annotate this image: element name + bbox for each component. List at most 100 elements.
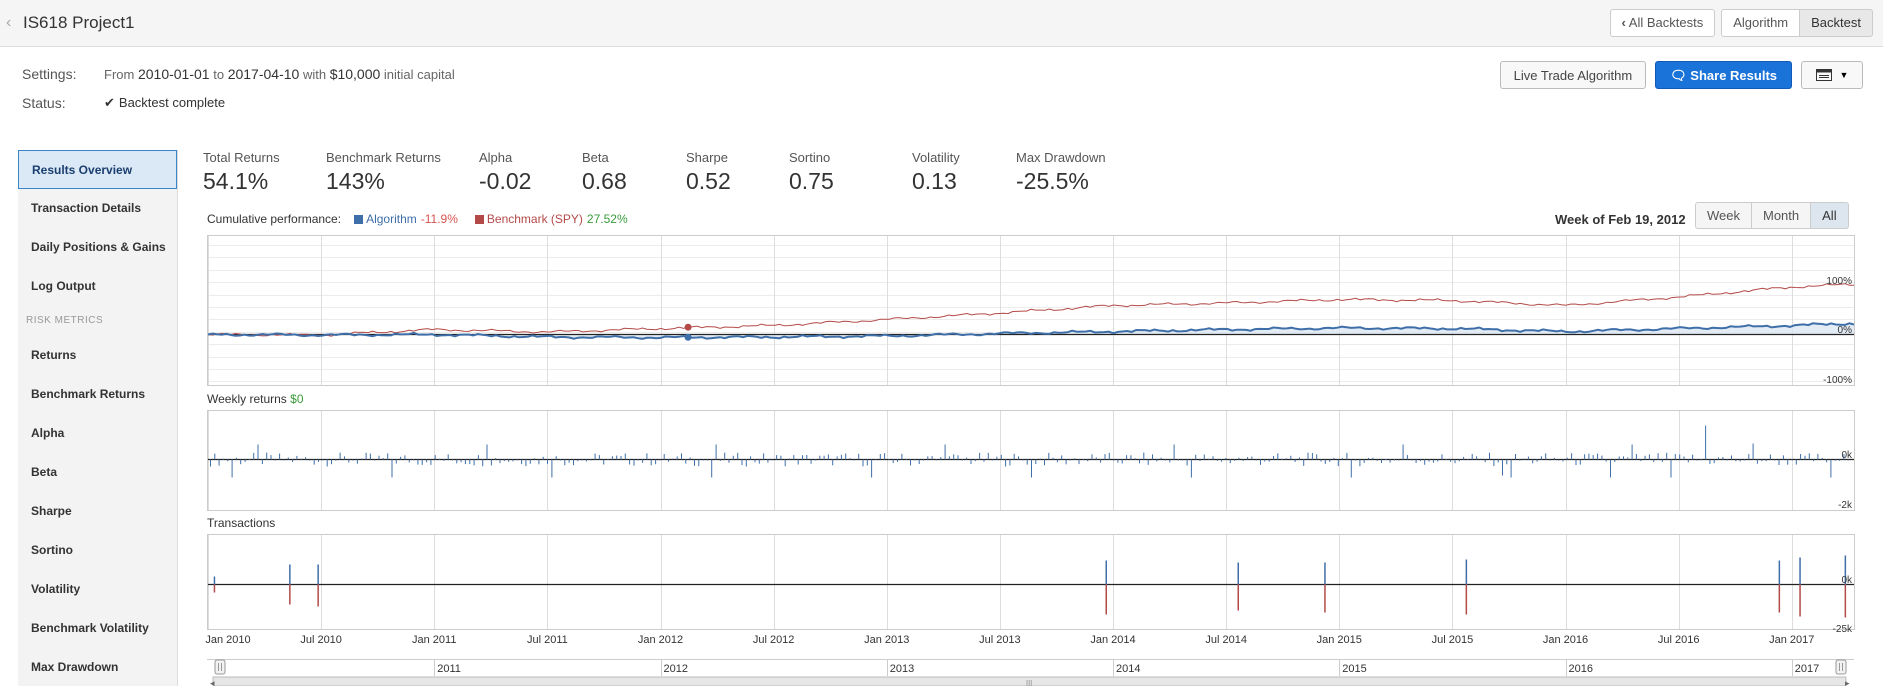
sidebar-item-alpha[interactable]: Alpha [31, 426, 65, 440]
weekly-return-bar [983, 459, 985, 462]
sidebar-item-benchmark-volatility[interactable]: Benchmark Volatility [31, 621, 149, 635]
weekly-return-bar [482, 459, 484, 467]
weekly-return-bar [1022, 459, 1024, 461]
cumulative-vertical-gridlines [208, 236, 1793, 385]
weekly-return-bar [231, 459, 233, 478]
weekly-return-bar [1843, 454, 1845, 460]
sell-transaction-bar [1778, 584, 1781, 613]
weekly-return-bar [1363, 459, 1365, 463]
weekly-return-bar [1653, 459, 1655, 463]
capital: $10,000 [329, 66, 381, 82]
weekly-return-bar [1627, 457, 1629, 460]
weekly-return-bar [1320, 459, 1322, 462]
weekly-return-bar [1139, 459, 1140, 464]
weekly-return-bar [1614, 459, 1616, 462]
back-chevron-icon[interactable]: ‹ [6, 14, 12, 31]
sidebar-item-sharpe[interactable]: Sharpe [31, 504, 72, 518]
weekly-return-bar [1713, 459, 1715, 464]
weekly-return-bar [1424, 459, 1426, 465]
x-tick-label: Jul 2016 [1658, 634, 1700, 646]
sidebar-item-returns[interactable]: Returns [31, 348, 77, 362]
weekly-return-bar [1251, 456, 1253, 460]
weekly-return-bar [1519, 459, 1521, 461]
x-tick-label: Jan 2013 [864, 634, 909, 646]
weekly-return-bar [1471, 453, 1473, 460]
time-navigator[interactable]: 2011 2012 2013 2014 2015 2016 2017 ◂ ||| ▸ [207, 659, 1854, 687]
sidebar-item-results-overview[interactable]: Results Overview [18, 150, 177, 189]
weekly-return-bar [996, 456, 998, 460]
x-tick-label: Jan 2016 [1543, 634, 1588, 646]
weekly-return-bar [1540, 456, 1542, 460]
weekly-return-bar [987, 452, 989, 460]
weekly-return-bar [529, 459, 531, 464]
sidebar-item-beta[interactable]: Beta [31, 465, 58, 479]
weekly-return-bar [1782, 455, 1784, 460]
x-tick-label: Jan 2017 [1769, 634, 1814, 646]
layout-menu-button[interactable]: ▼ [1801, 61, 1863, 89]
weekly-return-bar [940, 457, 942, 460]
range-month-button[interactable]: Month [1752, 202, 1812, 229]
range-week-button[interactable]: Week [1695, 202, 1752, 229]
benchmark-legend-label[interactable]: Benchmark (SPY) [486, 212, 583, 226]
weekly-return-bar [1800, 454, 1802, 460]
range-all-button[interactable]: All [1811, 202, 1849, 229]
sidebar-item-log-output[interactable]: Log Output [31, 279, 96, 293]
sidebar-item-transaction-details[interactable]: Transaction Details [31, 201, 142, 215]
weekly-return-bar [426, 459, 428, 463]
navigator-left-handle[interactable] [214, 659, 226, 675]
weekly-return-bar [1597, 453, 1599, 460]
sidebar-item-volatility[interactable]: Volatility [31, 582, 81, 596]
weekly-return-bar [555, 456, 557, 460]
weekly-return-bar [1061, 455, 1063, 460]
range-button-group: Week Month All [1695, 202, 1849, 229]
sidebar-item-benchmark-returns[interactable]: Benchmark Returns [31, 387, 146, 401]
weekly-return-bar [495, 458, 497, 460]
weekly-return-bar [1247, 457, 1249, 460]
buy-transaction-bar [289, 564, 291, 585]
weekly-return-bar [1169, 459, 1171, 463]
weekly-return-bar [292, 459, 294, 462]
weekly-return-bar [1432, 459, 1434, 463]
algorithm-tab-button[interactable]: Algorithm [1721, 9, 1801, 37]
weekly-return-bar [1100, 459, 1102, 463]
weekly-return-bar [456, 459, 458, 464]
x-tick-label: Jul 2011 [527, 634, 568, 646]
cumulative-title: Cumulative performance: [207, 212, 342, 226]
weekly-return-bar [992, 459, 994, 461]
settings-panel: Settings: From 2010-01-01 to 2017-04-10 … [22, 63, 455, 121]
weekly-return-bar [244, 459, 246, 462]
live-trade-button[interactable]: Live Trade Algorithm [1499, 61, 1647, 89]
x-axis-labels: Jan 2010 Jul 2010 Jan 2011 Jul 2011 Jan 2012… [205, 634, 1814, 646]
weekly-return-bar [1536, 459, 1538, 462]
navigator-right-handle[interactable] [1835, 659, 1847, 675]
weekly-return-bar [1329, 459, 1331, 462]
project-title: IS618 Project1 [23, 13, 135, 32]
algorithm-legend-label[interactable]: Algorithm [366, 212, 417, 226]
scroll-left-arrow-icon[interactable]: ◂ [210, 678, 215, 686]
weekly-return-bar [1216, 459, 1218, 461]
weekly-return-bar [672, 458, 674, 460]
weekly-return-bar [1657, 453, 1659, 460]
weekly-return-bar [1726, 459, 1728, 461]
status-text: ✔ Backtest complete [104, 95, 226, 110]
weekly-return-bar [1644, 455, 1646, 460]
weekly-return-bar [382, 458, 384, 460]
navigator-scrollbar[interactable] [212, 676, 1847, 686]
weekly-return-bar [616, 455, 618, 460]
weekly-return-bar [387, 453, 389, 460]
weekly-return-bar [1549, 459, 1551, 461]
backtest-tab-button[interactable]: Backtest [1800, 9, 1873, 37]
weekly-return-bar [1065, 459, 1067, 465]
all-backtests-button[interactable]: ‹ All Backtests [1609, 9, 1716, 37]
stat-beta: Beta 0.68 [582, 150, 627, 194]
action-buttons: Live Trade Algorithm 🗨 Share Results ▼ [1499, 61, 1863, 89]
share-results-button[interactable]: 🗨 Share Results [1655, 61, 1792, 89]
sidebar-item-daily-positions[interactable]: Daily Positions & Gains [31, 240, 166, 254]
weekly-vertical-gridlines [208, 411, 1793, 510]
weekly-return-bar [344, 456, 345, 460]
sidebar-item-sortino[interactable]: Sortino [31, 543, 73, 557]
weekly-return-bar [1342, 458, 1344, 460]
scroll-right-arrow-icon[interactable]: ▸ [1845, 678, 1850, 686]
weekly-return-bar [1778, 459, 1780, 465]
sidebar-item-max-drawdown[interactable]: Max Drawdown [31, 660, 119, 674]
